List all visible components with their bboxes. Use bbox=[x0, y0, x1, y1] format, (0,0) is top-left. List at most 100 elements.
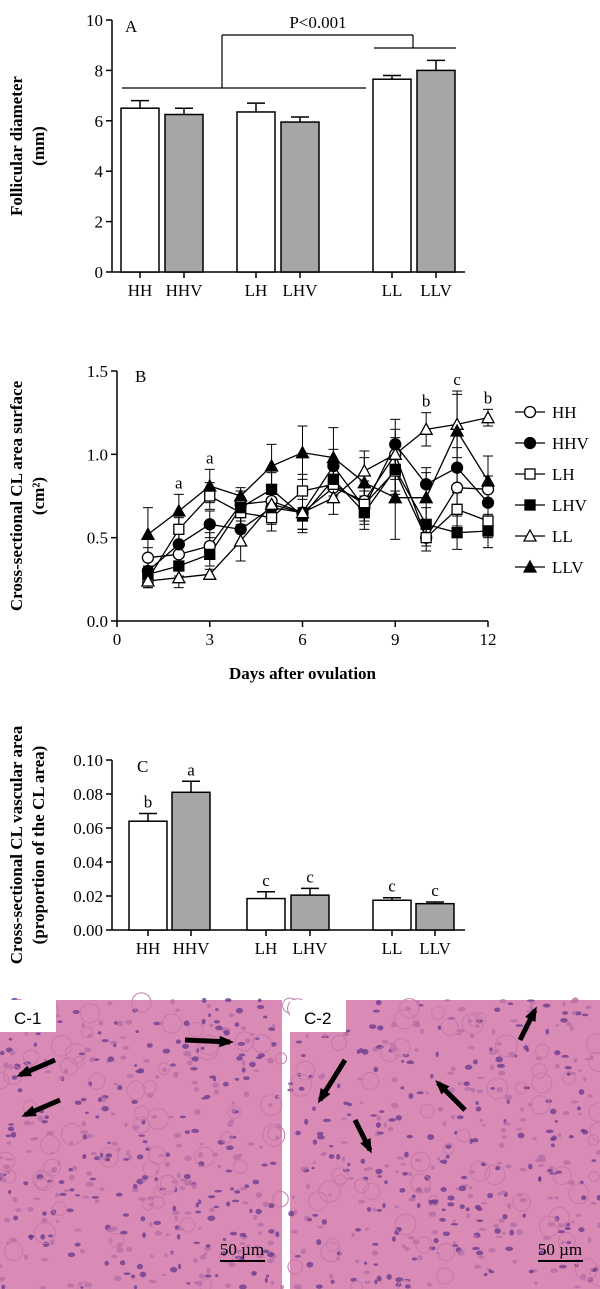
cell bbox=[198, 1034, 220, 1056]
nucleus bbox=[372, 1207, 377, 1213]
nucleus bbox=[173, 1074, 178, 1078]
nucleus bbox=[133, 1183, 138, 1190]
nucleus bbox=[74, 1100, 82, 1105]
arrow-head bbox=[16, 1065, 32, 1077]
nucleus bbox=[512, 1259, 517, 1264]
nucleus bbox=[312, 1161, 317, 1164]
nucleus bbox=[85, 1111, 89, 1115]
nucleus bbox=[312, 1106, 316, 1111]
marker bbox=[264, 458, 279, 472]
nucleus bbox=[280, 1285, 284, 1289]
nucleus bbox=[435, 1051, 439, 1058]
bar bbox=[372, 78, 412, 273]
y-tick-label: 2 bbox=[95, 213, 104, 232]
nucleus bbox=[6, 1170, 11, 1174]
cell bbox=[394, 1213, 417, 1236]
nucleus bbox=[114, 1275, 122, 1282]
nucleus bbox=[268, 1202, 275, 1209]
nucleus bbox=[452, 1219, 457, 1223]
x-tick-label: HH bbox=[128, 281, 153, 300]
y-axis-label: Follicular diameter bbox=[7, 76, 26, 216]
cell bbox=[474, 1012, 487, 1025]
nucleus bbox=[404, 1151, 409, 1158]
panel-label: C bbox=[137, 757, 148, 776]
y-tick-label: 0.02 bbox=[73, 887, 103, 906]
nucleus bbox=[493, 1223, 499, 1229]
nucleus bbox=[191, 1128, 199, 1133]
marker bbox=[451, 527, 463, 539]
nucleus bbox=[443, 999, 451, 1002]
cell bbox=[81, 1026, 94, 1039]
cell bbox=[32, 1170, 51, 1189]
marker bbox=[296, 485, 309, 497]
nucleus bbox=[116, 1247, 124, 1253]
nucleus bbox=[505, 1164, 512, 1169]
nucleus bbox=[161, 1067, 167, 1073]
nucleus bbox=[90, 1152, 97, 1156]
cell bbox=[161, 1013, 182, 1034]
nucleus bbox=[33, 1042, 38, 1047]
nucleus bbox=[532, 1137, 538, 1141]
nucleus bbox=[5, 1134, 12, 1138]
cell bbox=[469, 1160, 491, 1182]
cell bbox=[420, 1104, 435, 1119]
cell bbox=[552, 1166, 572, 1186]
nucleus bbox=[417, 1255, 423, 1261]
nucleus bbox=[245, 1038, 251, 1044]
nucleus bbox=[498, 1070, 506, 1076]
nucleus bbox=[3, 1062, 9, 1069]
nucleus bbox=[480, 1162, 487, 1167]
nucleus bbox=[495, 1056, 503, 1063]
micrograph-label: C-2 bbox=[304, 1009, 331, 1028]
legend-label: LH bbox=[552, 465, 575, 484]
nucleus bbox=[119, 1260, 126, 1266]
nucleus bbox=[235, 1007, 243, 1014]
nucleus bbox=[0, 1050, 5, 1056]
cell bbox=[514, 1081, 528, 1095]
nucleus bbox=[30, 1137, 38, 1141]
nucleus bbox=[253, 1245, 261, 1249]
nucleus bbox=[529, 1005, 533, 1010]
marker bbox=[173, 560, 185, 572]
nucleus bbox=[425, 1091, 429, 1095]
nucleus bbox=[213, 1205, 220, 1209]
nucleus bbox=[293, 1284, 302, 1289]
y-tick-label: 0.10 bbox=[73, 751, 103, 770]
nucleus bbox=[295, 1040, 303, 1044]
nucleus bbox=[440, 1187, 447, 1192]
nucleus bbox=[478, 1227, 487, 1231]
significance-letter: c bbox=[306, 867, 314, 886]
nucleus bbox=[253, 1214, 257, 1221]
nucleus bbox=[295, 1130, 301, 1136]
nucleus bbox=[468, 1186, 473, 1190]
cell bbox=[142, 1079, 158, 1095]
nucleus bbox=[256, 1004, 265, 1010]
nucleus bbox=[420, 1028, 424, 1035]
nucleus bbox=[500, 1190, 507, 1195]
nucleus bbox=[41, 1119, 48, 1124]
nucleus bbox=[568, 1135, 574, 1139]
nucleus bbox=[430, 1073, 434, 1079]
nucleus bbox=[469, 1138, 473, 1145]
nucleus bbox=[522, 1213, 527, 1218]
nucleus bbox=[30, 1121, 35, 1125]
nucleus bbox=[554, 1195, 559, 1200]
cell bbox=[233, 1159, 248, 1174]
nucleus bbox=[348, 1176, 355, 1180]
nucleus bbox=[151, 1114, 158, 1119]
nucleus bbox=[550, 1137, 556, 1141]
nucleus bbox=[115, 1192, 123, 1197]
nucleus bbox=[328, 1154, 335, 1159]
nucleus bbox=[447, 1071, 454, 1075]
cell bbox=[252, 1034, 272, 1054]
bar bbox=[372, 899, 412, 931]
nucleus bbox=[578, 1068, 582, 1072]
nucleus bbox=[86, 1171, 93, 1176]
nucleus bbox=[229, 1119, 235, 1125]
nucleus bbox=[176, 1143, 182, 1148]
nucleus bbox=[231, 1101, 235, 1105]
cell bbox=[484, 1164, 506, 1186]
nucleus bbox=[472, 1246, 480, 1250]
nucleus bbox=[376, 1115, 382, 1122]
cell bbox=[33, 1221, 56, 1244]
